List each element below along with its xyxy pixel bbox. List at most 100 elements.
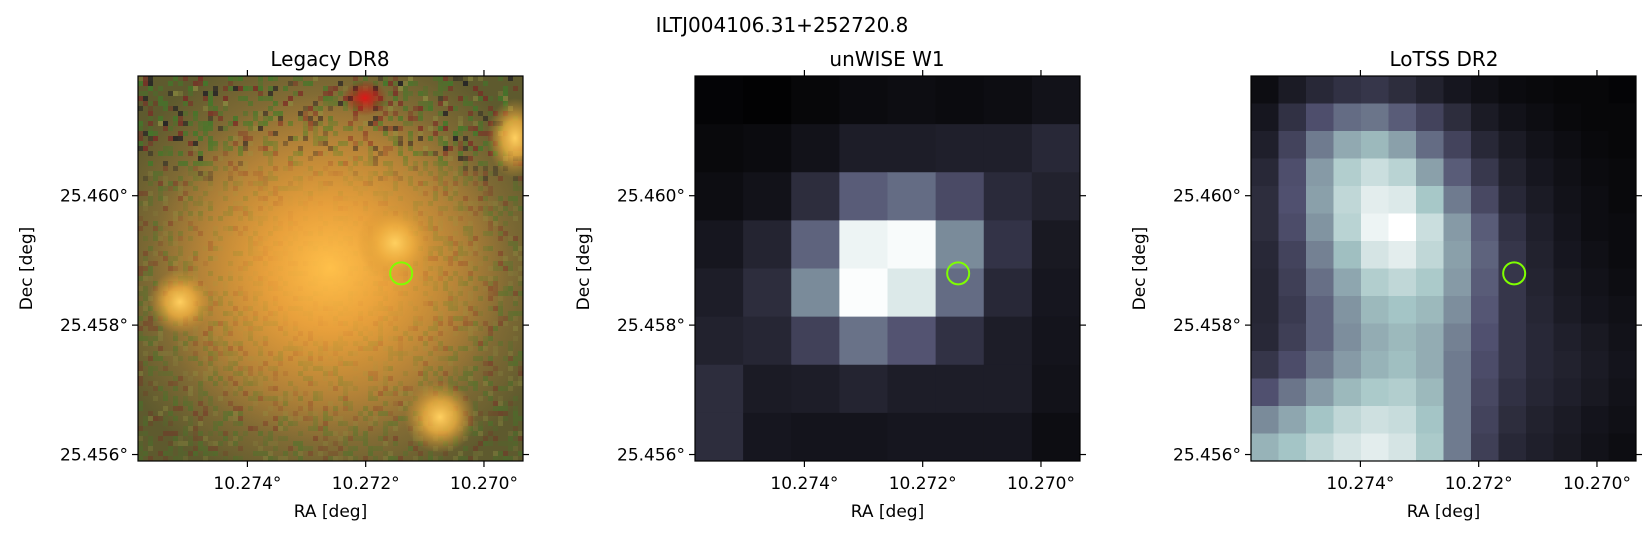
- heatmap-cell: [1416, 103, 1445, 132]
- heatmap-cell: [1416, 406, 1445, 435]
- heatmap-cell: [1471, 186, 1500, 215]
- heatmap-cell: [1306, 158, 1335, 187]
- heatmap-cell: [1498, 158, 1527, 187]
- heatmap-cell: [839, 76, 889, 125]
- heatmap-cell: [791, 268, 840, 318]
- heatmap-cell: [1278, 158, 1307, 187]
- target-marker: [389, 261, 414, 286]
- heatmap-cell: [743, 172, 792, 221]
- heatmap-cell: [1278, 186, 1307, 215]
- heatmap-cell: [1361, 241, 1390, 270]
- y-tick-label: 25.460°: [60, 187, 128, 207]
- heatmap-cell: [887, 364, 937, 414]
- heatmap-cell: [1581, 103, 1610, 132]
- heatmap-cell: [839, 268, 889, 318]
- heatmap-cell: [1333, 351, 1362, 380]
- heatmap-cell: [1471, 406, 1500, 435]
- heatmap-cell: [887, 412, 937, 461]
- heatmap-cell: [1251, 406, 1280, 435]
- heatmap-cell: [1526, 268, 1555, 297]
- heatmap-cell: [1608, 296, 1636, 325]
- heatmap-cell: [1306, 268, 1335, 297]
- heatmap-cell: [1498, 406, 1527, 435]
- x-tick-label: 10.270°: [1007, 474, 1075, 494]
- heatmap-cell: [1608, 378, 1636, 407]
- heatmap-cell: [1443, 76, 1472, 105]
- y-tick-label: 25.456°: [1173, 446, 1241, 466]
- y-tick-label: 25.460°: [617, 187, 685, 207]
- heatmap-cell: [1416, 131, 1445, 160]
- x-tick-label: 10.274°: [770, 474, 838, 494]
- heatmap-cell: [1581, 351, 1610, 380]
- heatmap-cell: [1581, 158, 1610, 187]
- heatmap-cell: [1471, 296, 1500, 325]
- heatmap-cell: [1251, 158, 1280, 187]
- axes-frame: [1250, 75, 1637, 462]
- heatmap-cell: [1471, 351, 1500, 380]
- heatmap-cell: [935, 412, 985, 461]
- heatmap-cell: [743, 76, 792, 125]
- heatmap-cell: [1416, 378, 1445, 407]
- heatmap-cell: [791, 220, 840, 270]
- heatmap-cell: [1361, 213, 1390, 242]
- x-tick-label: 10.272°: [1445, 474, 1513, 494]
- heatmap-cell: [887, 316, 937, 366]
- heatmap-cell: [1278, 433, 1307, 461]
- heatmap-cell: [1443, 433, 1472, 461]
- heatmap-cell: [1526, 241, 1555, 270]
- heatmap-cell: [1361, 76, 1390, 105]
- heatmap-cell: [1581, 268, 1610, 297]
- heatmap-cell: [1361, 131, 1390, 160]
- heatmap-cell: [1333, 378, 1362, 407]
- heatmap-cell: [839, 316, 889, 366]
- heatmap-cell: [743, 364, 792, 414]
- source-blob: [404, 381, 476, 453]
- heatmap-cell: [1443, 378, 1472, 407]
- heatmap-cell: [1278, 213, 1307, 242]
- heatmap-cell: [887, 76, 937, 125]
- heatmap-cell: [1416, 158, 1445, 187]
- panel-lotss-dr2: LoTSS DR2: [1251, 47, 1636, 461]
- heatmap-cell: [935, 268, 985, 318]
- heatmap-cell: [1333, 76, 1362, 105]
- heatmap-cell: [1278, 351, 1307, 380]
- heatmap-cell: [1608, 213, 1636, 242]
- heatmap-cell: [1333, 241, 1362, 270]
- heatmap-cell: [1553, 103, 1582, 132]
- heatmap-cell: [1498, 378, 1527, 407]
- heatmap-cell: [1306, 76, 1335, 105]
- heatmap-cell: [1498, 213, 1527, 242]
- heatmap-cell: [1278, 323, 1307, 352]
- y-tick-label: 25.458°: [1173, 316, 1241, 336]
- heatmap-cell: [1608, 103, 1636, 132]
- heatmap-cell: [1031, 220, 1080, 270]
- heatmap-cell: [1416, 296, 1445, 325]
- heatmap-cell: [1471, 213, 1500, 242]
- heatmap-cell: [1333, 213, 1362, 242]
- heatmap-cell: [1031, 268, 1080, 318]
- heatmap-cell: [1251, 378, 1280, 407]
- heatmap-cell: [1581, 296, 1610, 325]
- heatmap-cell: [1306, 323, 1335, 352]
- heatmap-cell: [1388, 296, 1417, 325]
- heatmap-cell: [1278, 268, 1307, 297]
- heatmap-cell: [1251, 296, 1280, 325]
- heatmap-cell: [1031, 364, 1080, 414]
- heatmap-cell: [1388, 103, 1417, 132]
- heatmap-cell: [1608, 186, 1636, 215]
- heatmap-cell: [1471, 378, 1500, 407]
- heatmap-cell: [1608, 268, 1636, 297]
- heatmap-cell: [791, 76, 840, 125]
- galaxy-glow: [150, 93, 510, 443]
- heatmap-cell: [1416, 351, 1445, 380]
- heatmap-cell: [743, 220, 792, 270]
- heatmap-cell: [1526, 103, 1555, 132]
- heatmap-cell: [935, 124, 985, 173]
- heatmap-cell: [887, 124, 937, 173]
- axes-layer: 10.274° 10.272° 10.270° 25.460° 25.458° 25.45…: [17, 70, 1642, 522]
- heatmap-cell: [1608, 406, 1636, 435]
- heatmap-cell: [743, 268, 792, 318]
- source-blob: [357, 205, 433, 281]
- axes-frame: [694, 75, 1081, 462]
